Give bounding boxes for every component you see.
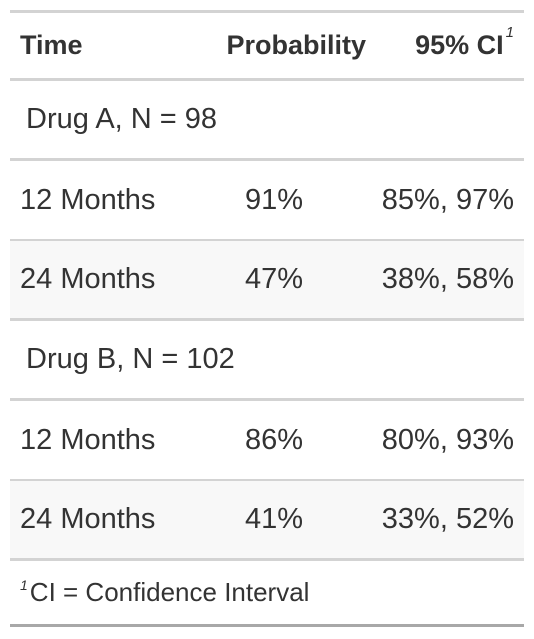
cell-probability: 41% [244, 503, 304, 535]
group-label-drug-b: Drug B, N = 102 [10, 321, 524, 401]
footnote-mark: 1 [20, 576, 28, 593]
header-ci-footnote-mark: 1 [505, 24, 514, 41]
cell-probability: 86% [244, 423, 304, 456]
footnote-text: CI = Confidence Interval [29, 577, 310, 607]
table-row: 24 Months 47% 38%, 58% [10, 241, 524, 321]
table-row: 24 Months 41% 33%, 52% [10, 481, 524, 561]
cell-probability: 47% [244, 263, 304, 295]
cell-ci: 38%, 58% [381, 263, 514, 295]
header-ci: 95% CI 1 [366, 24, 524, 61]
header-probability: Probability [226, 30, 366, 60]
table-footnote: 1 CI = Confidence Interval [10, 561, 524, 627]
cell-ci: 33%, 52% [381, 503, 514, 535]
cell-time: 24 Months [20, 503, 156, 535]
cell-time: 12 Months [20, 423, 156, 456]
header-ci-label: 95% CI [415, 30, 504, 60]
survival-table: Time Probability 95% CI 1 Drug A, N = 98 … [10, 10, 524, 627]
cell-time: 12 Months [20, 183, 156, 216]
cell-time: 24 Months [20, 263, 156, 295]
cell-ci: 80%, 93% [381, 423, 514, 456]
header-time: Time [20, 30, 83, 60]
table-top-rule [10, 10, 524, 13]
cell-ci: 85%, 97% [381, 183, 514, 216]
group-label-drug-a: Drug A, N = 98 [10, 81, 524, 161]
table-header-row: Time Probability 95% CI 1 [10, 13, 524, 81]
table-row: 12 Months 91% 85%, 97% [10, 161, 524, 241]
table-row: 12 Months 86% 80%, 93% [10, 401, 524, 481]
cell-probability: 91% [244, 183, 304, 216]
